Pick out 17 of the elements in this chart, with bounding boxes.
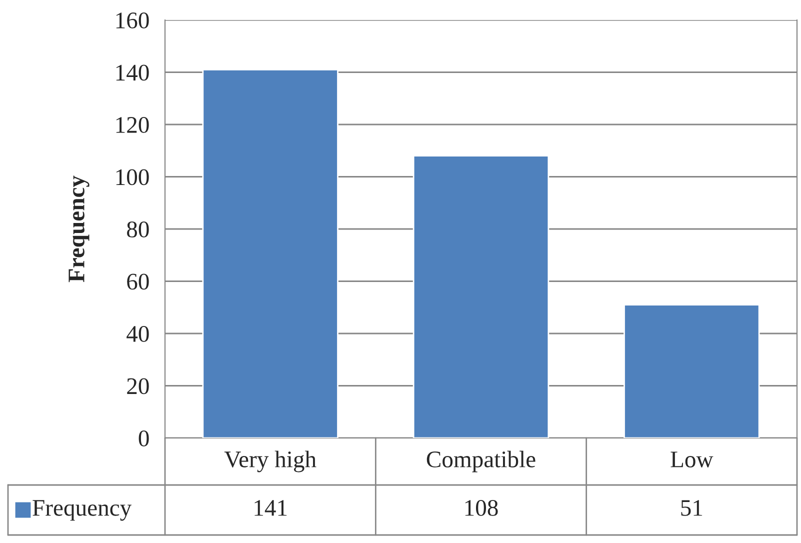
data-label: 51 (681, 500, 702, 516)
y-tick-label: 80 (127, 221, 149, 238)
data-label: 108 (465, 500, 498, 516)
y-axis-title: Frequency (68, 176, 90, 282)
x-tick-label: Compatible (426, 450, 536, 472)
legend-label: Frequency (32, 500, 132, 521)
data-label: 141 (254, 500, 287, 516)
y-tick-label: 140 (116, 64, 149, 81)
y-tick-label: 120 (116, 116, 149, 133)
y-tick-label: 20 (127, 378, 149, 394)
y-tick-label: 100 (116, 169, 149, 186)
y-tick-label: 40 (126, 326, 149, 342)
x-tick-label: Low (670, 452, 714, 468)
y-tick-label: 160 (116, 12, 149, 28)
y-tick-label: 60 (127, 274, 149, 290)
x-tick-label: Very high (224, 450, 316, 472)
y-tick-label: 0 (138, 430, 149, 446)
